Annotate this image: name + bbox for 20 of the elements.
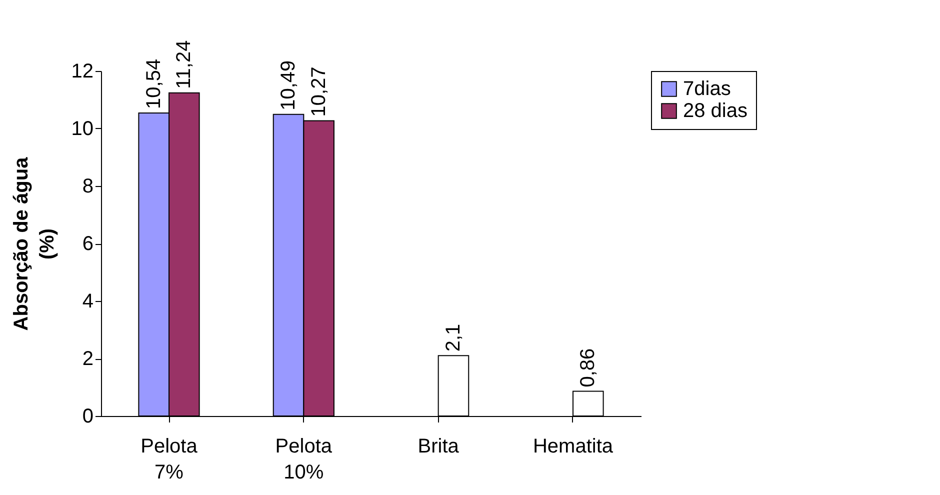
data-label: 10,54 — [142, 58, 165, 109]
y-tick-label: 8 — [82, 176, 94, 198]
y-tick-label: 2 — [82, 348, 94, 370]
x-tick-label: Pelota 10% — [275, 436, 333, 484]
data-label: 11,24 — [173, 40, 196, 89]
y-tick-label: 0 — [82, 406, 94, 428]
y-tick-label: 4 — [82, 290, 94, 312]
y-tick-label: 12 — [71, 60, 94, 82]
x-tick-label: Brita — [418, 436, 460, 458]
data-label: 10,49 — [278, 60, 300, 110]
data-label: 10,27 — [308, 66, 330, 117]
y-axis-title: Absorção de água (%) — [10, 156, 58, 331]
data-label: 2,1 — [442, 324, 464, 352]
x-tick-label: Hematita — [532, 436, 614, 458]
legend-label: 28 dias — [683, 100, 748, 122]
y-tick-label: 6 — [82, 233, 94, 255]
y-tick-label: 10 — [71, 118, 94, 140]
data-label: 0,86 — [577, 348, 600, 388]
x-tick-label: Pelota 7% — [140, 436, 198, 484]
legend-label: 7dias — [683, 78, 731, 100]
